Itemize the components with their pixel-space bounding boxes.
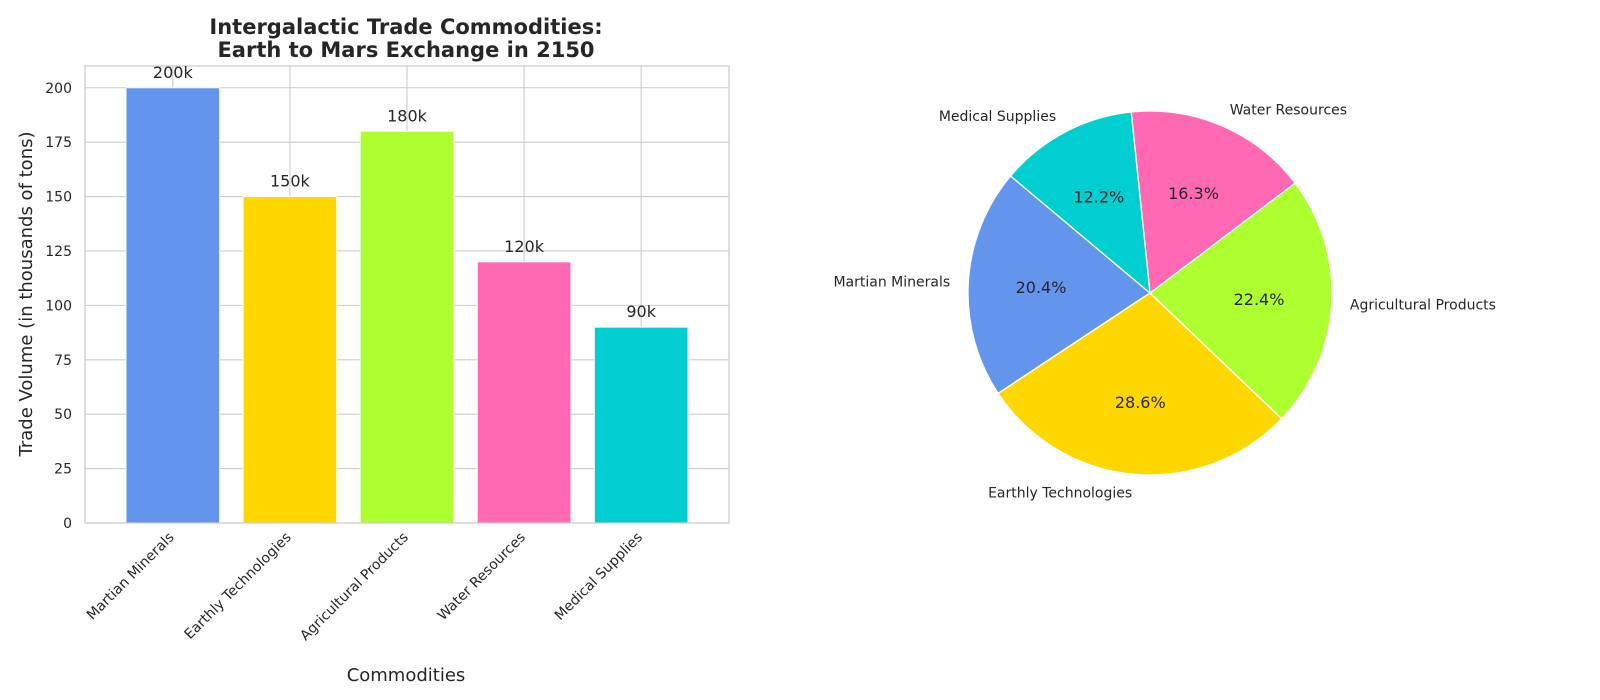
- y-tick-label: 75: [54, 353, 72, 369]
- pie-slice-label: Martian Minerals: [833, 275, 950, 291]
- bar-chart-title-line-1: Intergalactic Trade Commodities:: [209, 15, 602, 39]
- bar-data-label: 90k: [626, 302, 656, 321]
- pie-percent-label: 20.4%: [1016, 278, 1067, 297]
- pie-slice-label: Agricultural Products: [1350, 297, 1496, 313]
- pie-slice-4: [1009, 111, 1151, 295]
- bar-2: [359, 130, 455, 524]
- bar-1: [242, 196, 338, 524]
- y-tick-label: 0: [63, 516, 72, 532]
- pie-slice-label: Earthly Technologies: [988, 485, 1132, 501]
- x-axis-ticks: Martian Minerals Earthly Technologies Agri…: [84, 530, 646, 645]
- x-tick-label: Water Resources: [435, 530, 529, 624]
- y-tick-label: 175: [45, 135, 72, 151]
- pie-percent-label: 12.2%: [1073, 188, 1124, 207]
- x-tick-label: Earthly Technologies: [182, 530, 295, 643]
- x-tick-label: Martian Minerals: [84, 530, 178, 624]
- pie-percent-labels: 20.4% 28.6% 22.4% 16.3% 12.2%: [1016, 184, 1285, 412]
- bar-0: [125, 87, 221, 524]
- pie-slice-2: [1148, 182, 1333, 420]
- bar-data-label: 120k: [504, 237, 545, 256]
- y-tick-label: 25: [54, 462, 72, 478]
- y-axis-ticks: 0 25 50 75 100 125 150 175 200: [45, 81, 72, 532]
- bar-data-label: 180k: [387, 106, 428, 125]
- pie-percent-label: 28.6%: [1115, 393, 1166, 412]
- bar-data-label: 150k: [270, 172, 311, 191]
- bar-plot-frame: [84, 65, 730, 524]
- pie-percent-label: 16.3%: [1168, 184, 1219, 203]
- y-tick-label: 150: [45, 190, 72, 206]
- bar-data-label: 200k: [153, 63, 194, 82]
- x-tick-label: Agricultural Products: [297, 530, 412, 645]
- pie-slice-0: [967, 175, 1152, 395]
- x-axis-label: Commodities: [347, 665, 466, 686]
- bar-chart: Intergalactic Trade Commodities: Earth t…: [16, 15, 730, 686]
- pie-chart: Martian Minerals Earthly Technologies Agri…: [833, 102, 1495, 501]
- y-tick-label: 125: [45, 244, 72, 260]
- pie-slice-3: [1130, 110, 1296, 295]
- x-tick-label: Medical Supplies: [552, 530, 646, 624]
- y-axis-label: Trade Volume (in thousands of tons): [16, 131, 37, 457]
- y-tick-label: 100: [45, 298, 72, 314]
- bar-bars: [125, 87, 689, 524]
- bar-chart-title-line-2: Earth to Mars Exchange in 2150: [217, 38, 594, 62]
- pie-percent-label: 22.4%: [1234, 290, 1285, 309]
- pie-slice-label: Water Resources: [1230, 102, 1347, 118]
- pie-slice-1: [997, 292, 1283, 476]
- bar-3: [476, 261, 572, 524]
- pie-slices: [967, 110, 1333, 476]
- bar-4: [593, 326, 689, 524]
- pie-slice-label: Medical Supplies: [939, 109, 1056, 125]
- y-tick-label: 50: [54, 407, 72, 423]
- pie-labels: Martian Minerals Earthly Technologies Agri…: [833, 102, 1495, 501]
- y-tick-label: 200: [45, 81, 72, 97]
- bar-data-labels: 200k 150k 180k 120k 90k: [153, 63, 657, 321]
